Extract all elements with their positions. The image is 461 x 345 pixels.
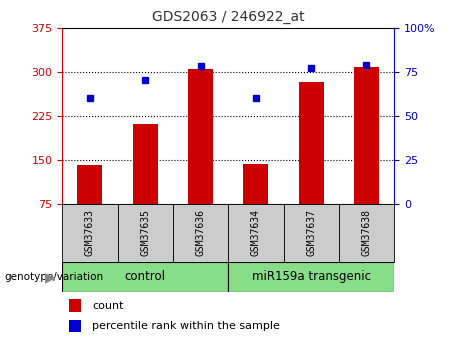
Text: control: control: [125, 270, 165, 283]
Bar: [284, 204, 339, 262]
Bar: [188, 69, 213, 204]
Text: GSM37635: GSM37635: [140, 209, 150, 256]
Text: genotype/variation: genotype/variation: [5, 272, 104, 282]
Bar: [118, 204, 173, 262]
Text: miR159a transgenic: miR159a transgenic: [252, 270, 371, 283]
Text: count: count: [92, 301, 124, 311]
Bar: [299, 81, 324, 204]
Bar: [69, 299, 81, 312]
Title: GDS2063 / 246922_at: GDS2063 / 246922_at: [152, 10, 305, 24]
Bar: [228, 204, 284, 262]
Text: ▶: ▶: [45, 270, 55, 284]
Bar: [339, 204, 394, 262]
Bar: [62, 262, 228, 292]
Bar: [354, 67, 379, 204]
Bar: [173, 204, 228, 262]
Text: GSM37636: GSM37636: [195, 209, 206, 256]
Text: GSM37634: GSM37634: [251, 209, 261, 256]
Bar: [228, 262, 394, 292]
Text: GSM37637: GSM37637: [306, 209, 316, 256]
Bar: [77, 166, 102, 204]
Bar: [69, 320, 81, 332]
Bar: [62, 204, 118, 262]
Text: GSM37638: GSM37638: [361, 209, 372, 256]
Bar: [133, 125, 158, 204]
Text: GSM37633: GSM37633: [85, 209, 95, 256]
Bar: [243, 164, 268, 204]
Text: percentile rank within the sample: percentile rank within the sample: [92, 321, 280, 331]
